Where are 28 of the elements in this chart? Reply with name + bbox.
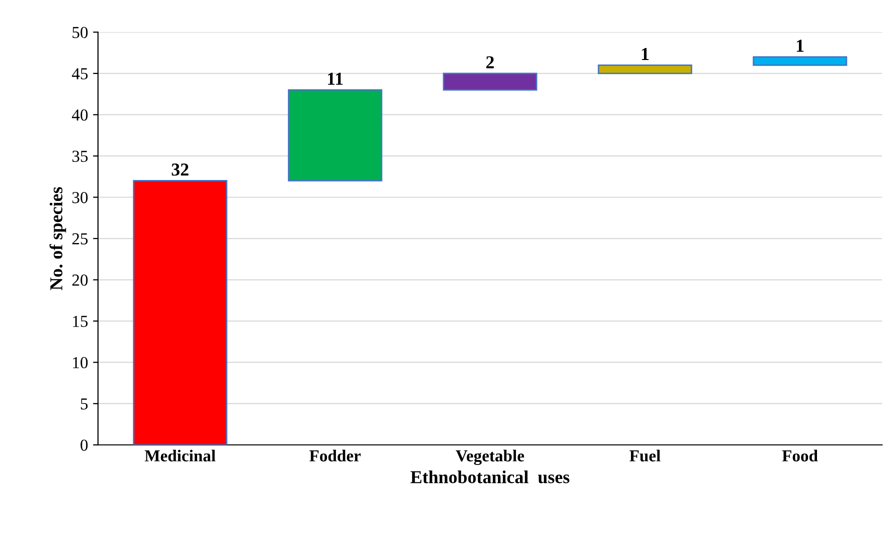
data-label: 1 — [642, 48, 649, 60]
y-tick-label: 10 — [73, 357, 88, 368]
x-tick-label: Fodder — [309, 450, 361, 462]
y-tick-label: 45 — [72, 68, 88, 80]
bar — [132, 180, 228, 445]
y-tick-label: 35 — [72, 150, 88, 162]
y-axis-title: No. of species — [50, 187, 66, 290]
x-tick-label: Medicinal — [144, 450, 216, 462]
x-tick-label: Fuel — [630, 450, 660, 462]
y-tick-label: 20 — [72, 274, 88, 286]
bar — [442, 72, 538, 91]
bar — [752, 56, 848, 66]
x-axis-title: Ethnobotanical uses — [410, 470, 570, 484]
y-tick-label: 5 — [80, 398, 88, 410]
y-tick-label: 0 — [80, 440, 88, 451]
y-tick-label: 25 — [72, 233, 88, 244]
y-tick-label: 50 — [72, 26, 88, 38]
x-tick-label: Vegetable — [456, 450, 524, 465]
y-tick-label: 30 — [72, 192, 88, 204]
data-label: 1 — [796, 40, 804, 52]
bar — [288, 89, 382, 182]
data-label: 32 — [172, 164, 188, 176]
data-label: 11 — [328, 72, 343, 85]
y-tick-label: 40 — [72, 109, 88, 121]
y-tick-label: 15 — [73, 316, 88, 328]
data-label: 2 — [486, 56, 494, 68]
bar — [598, 64, 692, 74]
x-tick-label: Food — [782, 450, 818, 462]
